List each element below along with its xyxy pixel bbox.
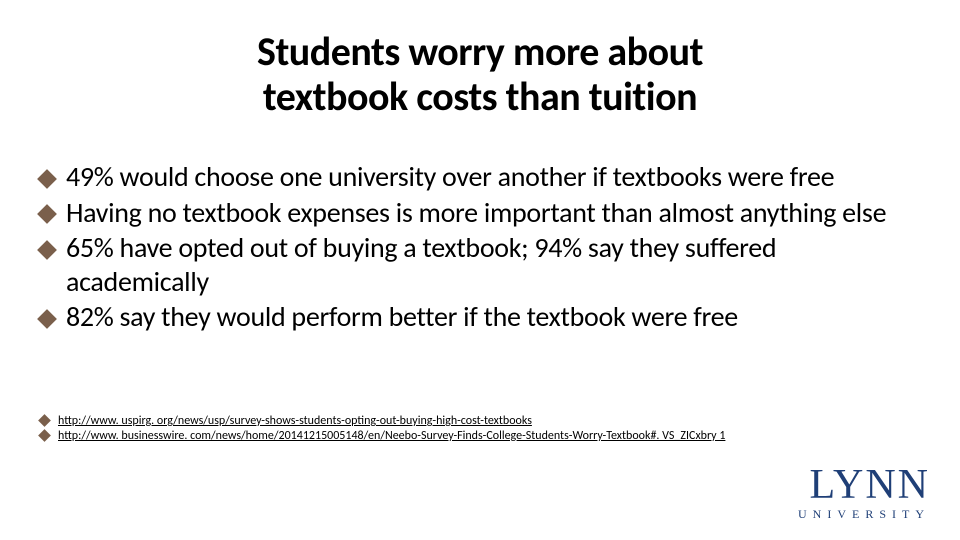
bullet-text: 82% say they would perform better if the… — [66, 299, 738, 334]
source-list: http://www. uspirg. org/news/usp/survey-… — [40, 414, 920, 444]
source-item: http://www. businesswire. com/news/home/… — [40, 429, 920, 444]
bullet-item: 82% say they would perform better if the… — [40, 300, 920, 334]
bullet-item: Having no textbook expenses is more impo… — [40, 196, 920, 230]
bullet-text: 65% have opted out of buying a textbook;… — [66, 230, 776, 299]
source-link[interactable]: http://www. uspirg. org/news/usp/survey-… — [58, 414, 532, 428]
diamond-icon — [37, 169, 57, 189]
slide: Students worry more about textbook costs… — [0, 0, 960, 540]
bullet-item: 49% would choose one university over ano… — [40, 160, 920, 194]
bullet-item: 65% have opted out of buying a textbook;… — [40, 231, 920, 298]
title-line-1: Students worry more about — [0, 30, 960, 75]
source-link[interactable]: http://www. businesswire. com/news/home/… — [58, 429, 725, 443]
diamond-icon — [38, 414, 51, 427]
title-line-2: textbook costs than tuition — [0, 75, 960, 120]
logo: LYNN UNIVERSITY — [798, 461, 930, 522]
slide-title: Students worry more about textbook costs… — [0, 30, 960, 120]
logo-sub-text: UNIVERSITY — [798, 507, 930, 522]
bullet-list: 49% would choose one university over ano… — [40, 160, 920, 336]
diamond-icon — [37, 240, 57, 260]
diamond-icon — [37, 309, 57, 329]
bullet-text: Having no textbook expenses is more impo… — [66, 195, 886, 230]
diamond-icon — [37, 204, 57, 224]
bullet-text: 49% would choose one university over ano… — [66, 159, 834, 194]
logo-main-text: LYNN — [798, 461, 930, 509]
diamond-icon — [38, 429, 51, 442]
source-item: http://www. uspirg. org/news/usp/survey-… — [40, 414, 920, 429]
